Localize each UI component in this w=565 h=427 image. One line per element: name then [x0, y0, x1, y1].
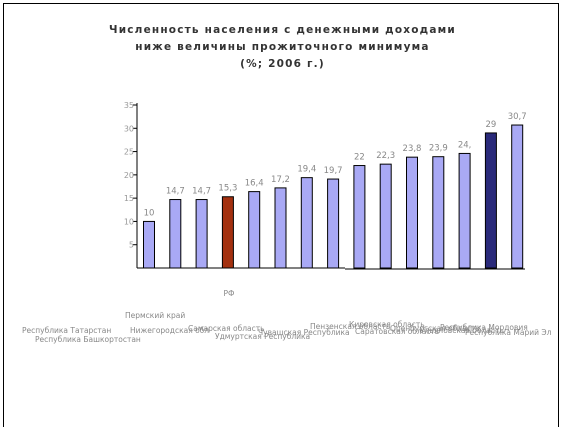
bar-value-label: 10: [144, 208, 155, 218]
bar-value-label: 24,: [458, 140, 472, 150]
category-label: РФ: [224, 289, 236, 298]
y-tick-label: 35: [124, 101, 134, 110]
y-tick-label: 25: [124, 148, 134, 157]
category-label: Ульяновская область: [420, 326, 504, 335]
category-label: Республика Башкортостан: [35, 335, 141, 344]
y-tick-label: 15: [124, 194, 134, 203]
category-label: Оренбургская область: [390, 324, 480, 333]
bar: [274, 187, 287, 269]
category-label: Кировская область: [349, 320, 425, 329]
bar: [300, 177, 313, 269]
category-label: Пермский край: [125, 311, 185, 320]
bar-value-label: 15,3: [218, 184, 237, 194]
bar-value-label: 14,7: [192, 187, 211, 197]
bar-value-label: 22,3: [376, 151, 395, 161]
bar-value-label: 23,8: [403, 144, 422, 154]
bar-value-label: 29: [485, 120, 496, 130]
bar: [406, 156, 418, 269]
category-label: Республика Мордовия: [440, 323, 528, 332]
bar: [195, 199, 208, 269]
bar: [484, 132, 497, 269]
bar-value-label: 19,4: [297, 165, 316, 175]
bar-value-label: 19,7: [324, 166, 343, 176]
y-tick-label: 30: [124, 124, 134, 133]
bar-value-label: 17,2: [271, 175, 290, 185]
bar: [143, 220, 155, 269]
bar: [169, 199, 182, 269]
y-tick-label: 20: [124, 171, 134, 180]
category-label: Республика Марий Эл: [465, 328, 552, 337]
category-label: Удмуртская Республика: [215, 332, 310, 341]
category-label: Республика Татарстан: [22, 326, 111, 335]
bar: [353, 165, 366, 269]
bar: [221, 196, 234, 269]
bar: [458, 152, 471, 269]
bar-value-label: 23,9: [429, 144, 448, 154]
bar-value-label: 16,4: [245, 179, 264, 189]
bar-value-label: 30,7: [508, 112, 527, 122]
chart-title-line-3: (%; 2006 г.): [240, 58, 325, 70]
chart-title-line-2: ниже величины прожиточного минимума: [135, 41, 430, 53]
y-tick-label: 5: [129, 241, 134, 250]
bar-value-label: 22: [354, 153, 365, 163]
bar: [432, 156, 445, 269]
bar: [379, 163, 392, 269]
chart-title: Численность населения с денежными дохода…: [0, 22, 565, 73]
category-label: Нижегородская обл: [130, 326, 209, 335]
bar: [511, 124, 524, 269]
chart-frame: [3, 3, 559, 427]
y-tick-label: 10: [124, 217, 134, 226]
category-label: Чувашская Республика: [258, 328, 350, 337]
category-label: Саратовская область: [355, 327, 439, 336]
category-label: Пензенская область: [310, 322, 390, 331]
bar: [248, 191, 261, 269]
category-label: Самарская область: [188, 324, 265, 333]
chart-title-line-1: Численность населения с денежными дохода…: [109, 24, 456, 36]
bar: [327, 178, 340, 269]
bar-value-label: 14,7: [166, 187, 185, 197]
